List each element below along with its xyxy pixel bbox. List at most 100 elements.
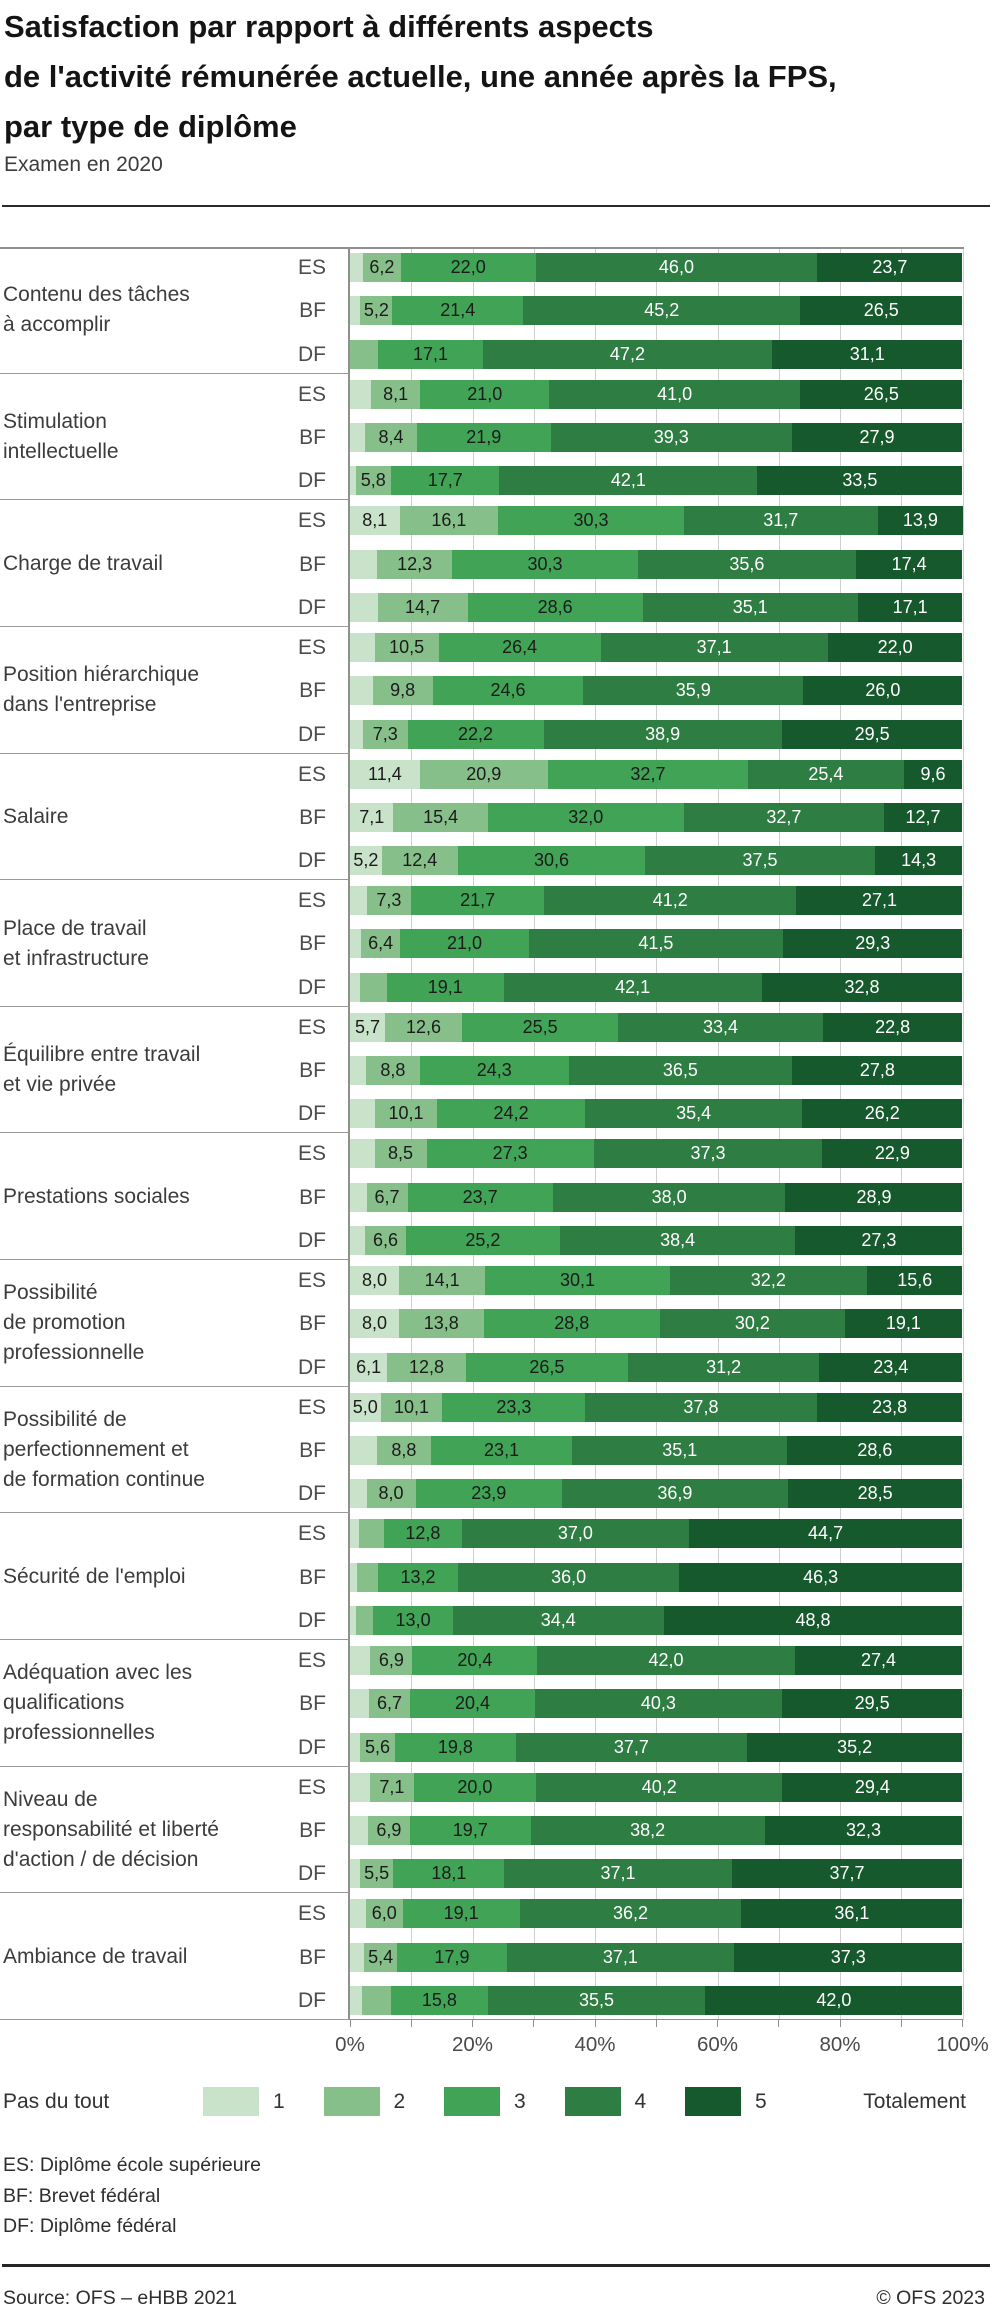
diploma-code-label: DF bbox=[298, 1988, 326, 2012]
bar-value-label: 21,0 bbox=[446, 933, 483, 954]
bar-segment-level-1 bbox=[350, 1099, 376, 1129]
category-label: Possibilité de promotion professionnelle bbox=[3, 1260, 291, 1387]
gridline bbox=[656, 247, 658, 2020]
diploma-code-label: DF bbox=[298, 1862, 326, 1886]
bar-segment-level-5: 29,5 bbox=[781, 1689, 963, 1719]
bar-value-label: 35,5 bbox=[578, 1989, 615, 2010]
bar-segment-level-2 bbox=[359, 972, 387, 1002]
bar-segment-level-1 bbox=[350, 1899, 366, 1929]
stacked-bar: 8,0 23,9 36,9 28,5 bbox=[350, 1479, 963, 1509]
bar-segment-level-2: 7,1 bbox=[370, 1772, 414, 1802]
bar-row: BF 6,7 20,4 40,3 29,5 bbox=[0, 1689, 993, 1719]
stacked-bar: 5,6 19,8 37,7 35,2 bbox=[350, 1732, 963, 1762]
stacked-bar: 8,0 13,8 28,8 30,2 19,1 bbox=[350, 1309, 963, 1339]
bar-segment-level-1 bbox=[350, 1479, 367, 1509]
bar-segment-level-4: 37,3 bbox=[593, 1139, 823, 1169]
category-label-line: Contenu des tâches bbox=[3, 283, 190, 307]
category-label-line: Salaire bbox=[3, 804, 69, 828]
bar-value-label: 8,0 bbox=[378, 1483, 404, 1504]
bar-value-label: 28,6 bbox=[857, 1440, 893, 1461]
bar-segment-level-1 bbox=[350, 253, 363, 282]
bar-value-label: 26,4 bbox=[502, 636, 538, 657]
bar-segment-level-1 bbox=[350, 1942, 365, 1972]
bar-value-label: 6,9 bbox=[378, 1650, 404, 1671]
bar-segment-level-1: 5,0 bbox=[350, 1392, 381, 1422]
bar-segment-level-4: 37,5 bbox=[645, 846, 875, 876]
bar-segment-level-4: 36,2 bbox=[519, 1899, 742, 1929]
bar-value-label: 33,4 bbox=[703, 1016, 739, 1037]
bar-row: ES 12,8 37,0 44,7 bbox=[0, 1519, 993, 1549]
diploma-code-label: BF bbox=[299, 805, 326, 829]
diploma-code-label: BF bbox=[299, 299, 326, 323]
stacked-bar: 8,1 16,1 30,3 31,7 13,9 bbox=[350, 506, 963, 536]
bar-value-label: 23,1 bbox=[484, 1440, 520, 1461]
bar-value-label: 39,3 bbox=[653, 426, 689, 447]
bar-segment-level-3: 13,0 bbox=[373, 1605, 453, 1635]
diploma-code-label: BF bbox=[299, 932, 326, 956]
bar-segment-level-2: 6,4 bbox=[361, 929, 401, 959]
bar-segment-level-5: 14,3 bbox=[874, 846, 963, 876]
bar-segment-level-1: 5,7 bbox=[350, 1012, 385, 1042]
bar-value-label: 38,4 bbox=[660, 1230, 696, 1251]
bar-value-label: 23,3 bbox=[496, 1396, 532, 1417]
bar-segment-level-3: 20,0 bbox=[413, 1772, 537, 1802]
footnote-line: BF: Brevet fédéral bbox=[3, 2184, 161, 2207]
category-label-line: à accomplir bbox=[3, 313, 111, 337]
bar-segment-level-3: 17,9 bbox=[397, 1942, 507, 1972]
bar-segment-level-1 bbox=[350, 1056, 366, 1086]
bar-segment-level-3: 12,8 bbox=[383, 1519, 463, 1549]
stacked-bar: 8,8 24,3 36,5 27,8 bbox=[350, 1056, 963, 1086]
bar-segment-level-2: 13,8 bbox=[399, 1309, 484, 1339]
bar-segment-level-2 bbox=[358, 1519, 384, 1549]
bar-segment-level-2: 7,3 bbox=[366, 886, 412, 916]
bar-row: DF 8,0 23,9 36,9 28,5 bbox=[0, 1479, 993, 1509]
category-label-line: de formation continue bbox=[3, 1468, 205, 1492]
bar-segment-level-5: 35,2 bbox=[746, 1732, 963, 1762]
bar-value-label: 8,8 bbox=[391, 1440, 417, 1461]
bar-value-label: 22,2 bbox=[458, 723, 494, 744]
bar-value-label: 25,4 bbox=[808, 763, 844, 784]
bar-segment-level-2: 15,4 bbox=[393, 802, 488, 832]
bar-segment-level-5: 27,4 bbox=[794, 1646, 963, 1676]
bar-value-label: 26,2 bbox=[864, 1103, 900, 1124]
bar-value-label: 25,5 bbox=[522, 1016, 558, 1037]
category-label: Ambiance de travail bbox=[3, 1893, 291, 2020]
bar-value-label: 5,5 bbox=[364, 1863, 390, 1884]
bar-segment-level-4: 47,2 bbox=[482, 339, 772, 369]
diploma-code-label: DF bbox=[298, 1735, 326, 1759]
bar-row: BF 7,1 15,4 32,0 32,7 12,7 bbox=[0, 802, 993, 832]
category-label: Salaire bbox=[3, 754, 291, 881]
bar-segment-level-5: 22,0 bbox=[827, 632, 963, 662]
bar-segment-level-5: 26,2 bbox=[802, 1099, 963, 1129]
gridline bbox=[472, 247, 474, 2020]
bar-segment-level-3: 26,4 bbox=[438, 632, 601, 662]
bar-segment-level-2: 10,5 bbox=[374, 632, 439, 662]
bar-value-label: 28,5 bbox=[857, 1483, 893, 1504]
bar-segment-level-1 bbox=[350, 422, 366, 452]
stacked-bar: 6,6 25,2 38,4 27,3 bbox=[350, 1226, 963, 1256]
bar-segment-level-1 bbox=[350, 1139, 375, 1169]
bar-value-label: 38,2 bbox=[630, 1819, 666, 1840]
bar-segment-level-4: 32,7 bbox=[683, 802, 885, 832]
bar-segment-level-1 bbox=[350, 1436, 377, 1466]
bar-row: ES 10,5 26,4 37,1 22,0 bbox=[0, 632, 993, 662]
bar-row: BF 8,8 24,3 36,5 27,8 bbox=[0, 1056, 993, 1086]
bar-value-label: 24,6 bbox=[490, 680, 526, 701]
category-label: Position hiérarchique dans l'entreprise bbox=[3, 627, 291, 754]
bar-segment-level-5: 23,7 bbox=[817, 253, 963, 282]
diploma-code-label: ES bbox=[297, 1902, 326, 1926]
bar-value-label: 22,8 bbox=[875, 1016, 911, 1037]
stacked-bar: 13,0 34,4 48,8 bbox=[350, 1605, 963, 1635]
bar-segment-level-2: 8,8 bbox=[376, 1436, 431, 1466]
bar-segment-level-3: 15,8 bbox=[391, 1985, 488, 2015]
bar-row: ES 8,5 27,3 37,3 22,9 bbox=[0, 1139, 993, 1169]
x-axis-line bbox=[349, 2019, 963, 2020]
bar-segment-level-3: 17,7 bbox=[391, 466, 500, 496]
bar-value-label: 29,3 bbox=[855, 933, 891, 954]
bar-value-label: 13,9 bbox=[902, 510, 938, 531]
bar-row: ES 7,1 20,0 40,2 29,4 bbox=[0, 1772, 993, 1802]
diploma-code-label: BF bbox=[299, 679, 326, 703]
x-tick-mark bbox=[472, 2020, 473, 2027]
bar-row: ES 5,0 10,1 23,3 37,8 23,8 bbox=[0, 1392, 993, 1422]
bar-value-label: 26,0 bbox=[865, 680, 901, 701]
